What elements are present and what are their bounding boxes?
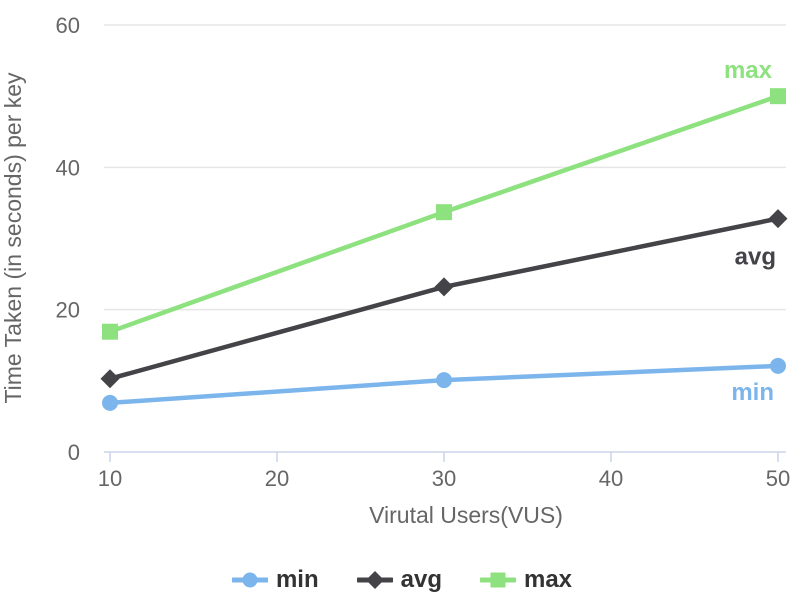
legend: min avg max — [0, 566, 804, 594]
legend-label: max — [523, 566, 573, 593]
x-axis: 10 20 30 40 50 — [98, 451, 790, 491]
series-label-avg: avg — [735, 244, 776, 271]
series-end-labels: min avg max — [724, 57, 776, 406]
legend-square-marker[interactable] — [490, 572, 506, 588]
line-avg[interactable] — [107, 216, 781, 381]
legend-marker-diamond-icon — [356, 571, 393, 589]
y-tick-label-20: 20 — [56, 298, 80, 323]
point-avg-x50[interactable] — [768, 209, 788, 229]
y-tick-label-60: 60 — [56, 13, 80, 38]
series-lines — [100, 88, 788, 411]
legend-item-avg[interactable]: avg — [356, 566, 442, 594]
y-axis: 0 20 40 60 — [56, 13, 80, 465]
series-label-min: min — [731, 379, 774, 406]
x-tick-label-30: 30 — [432, 466, 456, 491]
point-min-x50[interactable] — [770, 357, 786, 374]
point-max-x10[interactable] — [102, 323, 118, 340]
x-tick-label-50: 50 — [766, 466, 790, 491]
point-min-x30[interactable] — [436, 372, 452, 389]
legend-item-min[interactable]: min — [231, 566, 319, 594]
point-max-x30[interactable] — [436, 204, 452, 221]
legend-marker-square-icon — [479, 572, 516, 588]
point-max-x50[interactable] — [770, 88, 786, 105]
x-axis-title: Virutal Users(VUS) — [369, 502, 563, 528]
point-avg-x30[interactable] — [434, 277, 454, 297]
legend-label: min — [275, 566, 319, 593]
point-avg-x10[interactable] — [100, 369, 120, 389]
legend-item-max[interactable]: max — [479, 566, 573, 594]
legend-marker-circle-icon — [231, 572, 268, 588]
legend-circle-marker[interactable] — [242, 572, 258, 588]
legend-diamond-marker[interactable] — [365, 571, 384, 589]
legend-label: avg — [400, 566, 442, 593]
x-tick-label-20: 20 — [265, 466, 289, 491]
point-min-x10[interactable] — [102, 394, 118, 411]
y-tick-label-40: 40 — [56, 155, 80, 180]
gridlines — [104, 24, 786, 311]
y-axis-title: Time Taken (in seconds) per key — [0, 72, 26, 404]
y-tick-label-0: 0 — [68, 440, 80, 465]
series-label-max: max — [724, 57, 773, 84]
x-tick-label-40: 40 — [599, 466, 623, 491]
x-tick-label-10: 10 — [98, 466, 122, 491]
